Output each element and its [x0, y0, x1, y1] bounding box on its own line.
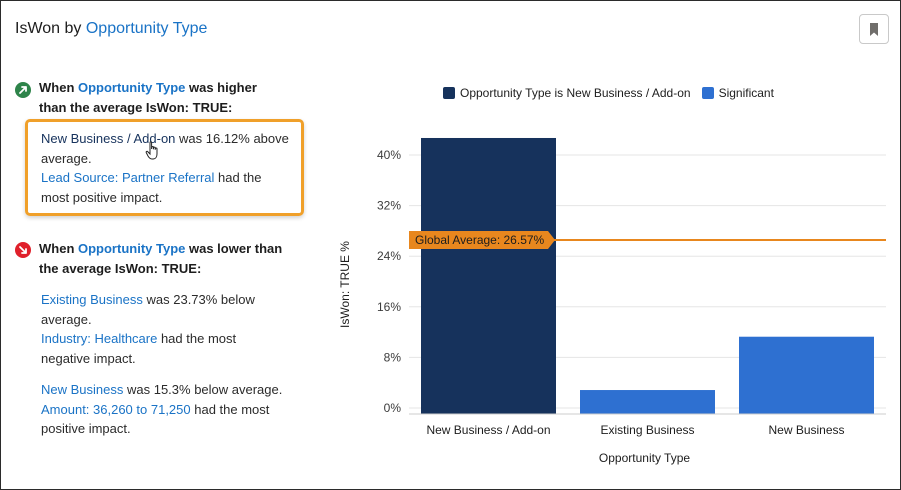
global-average-flag	[409, 230, 555, 249]
lower-finding-2: New Business was 15.3% below average. Am…	[41, 380, 303, 439]
lower-head-post: was lower than	[185, 241, 283, 256]
hand-cursor-icon	[145, 141, 161, 166]
finding-value-link[interactable]: Existing Business	[41, 292, 143, 307]
bar	[580, 390, 715, 414]
lower-heading: When Opportunity Type was lower than the…	[39, 239, 299, 279]
finding-text: was 16.12% above	[175, 131, 289, 146]
x-category-label: New Business / Add-on	[426, 423, 550, 437]
finding-text: average.	[41, 150, 92, 166]
legend-item-significant[interactable]: Significant	[701, 86, 774, 100]
x-category-label: Existing Business	[600, 423, 694, 437]
higher-head-pre: When	[39, 80, 78, 95]
higher-finding: New Business / Add-on was 16.12% above a…	[41, 129, 303, 207]
finding-value-link[interactable]: New Business / Add-on	[41, 131, 176, 146]
title-field-link[interactable]: Opportunity Type	[85, 20, 208, 37]
legend-item-selected[interactable]: Opportunity Type is New Business / Add-o…	[443, 86, 691, 100]
lower-finding-1: Existing Business was 23.73% below avera…	[41, 290, 303, 368]
trend-up-icon	[15, 82, 31, 98]
finding-text: had the most	[190, 401, 270, 417]
y-axis-title: IsWon: TRUE %	[338, 241, 352, 328]
chart-legend: Opportunity Type is New Business / Add-o…	[443, 86, 785, 100]
lower-head-line2: the average IsWon: TRUE:	[39, 261, 202, 276]
title-prefix: IsWon by	[15, 20, 86, 37]
bar	[739, 336, 874, 414]
bar	[421, 137, 556, 414]
finding-text: most positive impact.	[41, 189, 163, 205]
x-axis-title: Opportunity Type	[599, 451, 690, 465]
finding-text: was 23.73% below	[142, 292, 255, 307]
finding-text: negative impact.	[41, 350, 136, 366]
legend-swatch	[701, 87, 714, 99]
finding-factor-link[interactable]: Lead Source: Partner Referral	[41, 170, 215, 185]
finding-text: had the	[214, 170, 262, 185]
y-tick-label: 16%	[377, 300, 401, 314]
global-average-label: Global Average: 26.57%	[415, 233, 545, 247]
lower-field-link[interactable]: Opportunity Type	[78, 241, 186, 256]
finding-factor-link[interactable]: Industry: Healthcare	[41, 331, 158, 346]
bar-chart: 0% 8% 16% 24% 32% 40% New Business / Add-on Exi…	[338, 137, 886, 465]
lower-head-pre: When	[39, 241, 78, 256]
higher-head-line2: than the average IsWon: TRUE:	[39, 100, 233, 115]
finding-factor-link[interactable]: Amount: 36,260 to 71,250	[41, 401, 191, 417]
trend-down-icon	[15, 242, 31, 258]
x-category-label: New Business	[768, 423, 844, 437]
finding-text: average.	[41, 311, 92, 327]
legend-label: Opportunity Type is New Business / Add-o…	[460, 86, 691, 100]
y-tick-label: 8%	[384, 350, 402, 364]
highlight-box	[25, 119, 304, 216]
higher-heading: When Opportunity Type was higher than th…	[39, 78, 299, 118]
card-title: IsWon by Opportunity Type	[15, 20, 207, 38]
bookmark-icon	[870, 22, 878, 36]
legend-swatch	[443, 87, 455, 99]
y-tick-label: 32%	[377, 199, 401, 213]
y-tick-label: 0%	[384, 401, 402, 415]
finding-text: positive impact.	[41, 421, 131, 436]
finding-value-link[interactable]: New Business	[41, 382, 124, 397]
y-tick-label: 24%	[377, 249, 401, 263]
legend-label: Significant	[718, 86, 774, 100]
bookmark-button[interactable]	[859, 14, 889, 44]
higher-field-link[interactable]: Opportunity Type	[78, 80, 186, 95]
higher-head-post: was higher	[185, 80, 257, 95]
y-tick-label: 40%	[377, 148, 401, 162]
finding-text: had the most	[157, 331, 237, 346]
finding-text: was 15.3% below average.	[123, 382, 283, 397]
